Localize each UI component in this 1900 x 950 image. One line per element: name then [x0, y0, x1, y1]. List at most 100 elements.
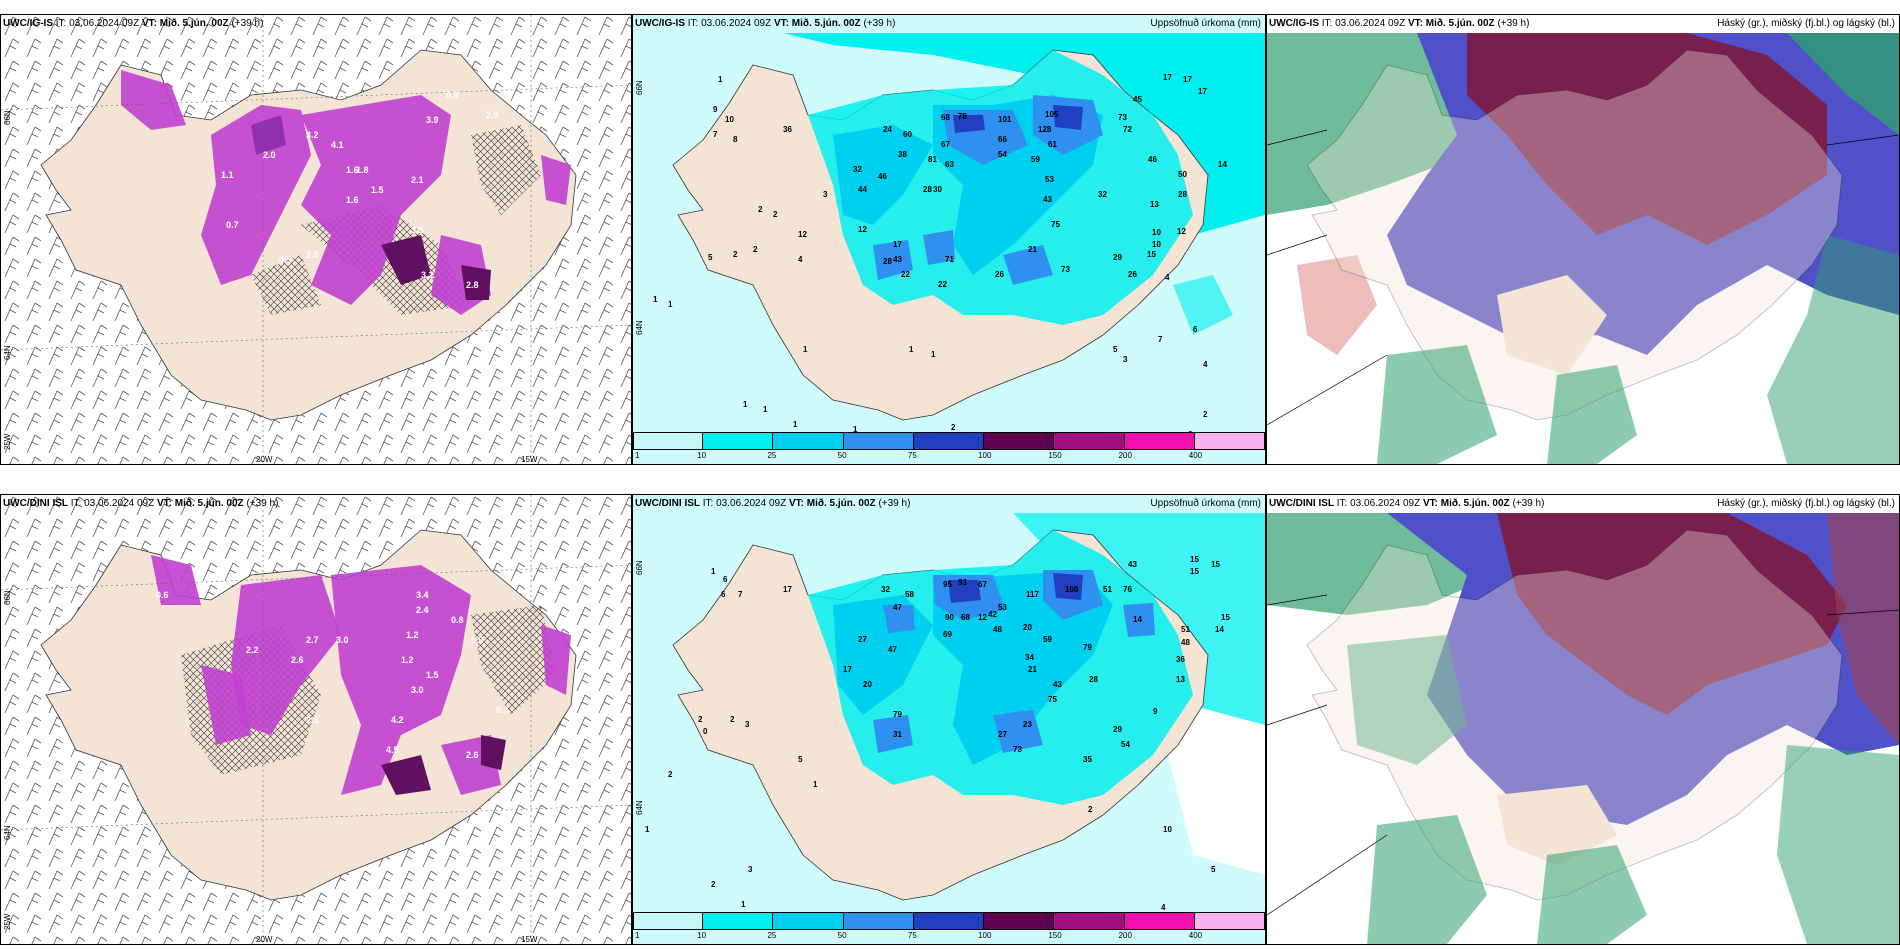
snow-value: 0.4	[496, 705, 509, 715]
precip-value: 1	[653, 295, 658, 304]
precip-value: 73	[1118, 113, 1127, 122]
issue-time: IT: 03.06.2024 09Z	[687, 18, 772, 29]
snow-value: 4.1	[331, 140, 344, 150]
valid-time: VT: Mið. 5.jún. 00Z	[156, 498, 244, 509]
snow-core	[461, 265, 491, 300]
precip-value: 6	[721, 590, 726, 599]
precip-value: 28	[1089, 675, 1098, 684]
precip-value: 45	[1133, 95, 1142, 104]
precip-value: 2	[753, 245, 758, 254]
precip-value: 15	[1211, 560, 1220, 569]
snow-value: 1.6	[346, 195, 359, 205]
precip-value: 10	[1163, 825, 1172, 834]
snow-value: 2.8	[466, 280, 479, 290]
snow-value: 1.8	[356, 165, 369, 175]
snow-value: 0.8	[451, 615, 464, 625]
snow-value: 4.5	[386, 745, 399, 755]
precip-value: 8	[733, 135, 738, 144]
panel-row1-clouds: UWC/IG-IS IT: 03.06.2024 09Z VT: Mið. 5.…	[1266, 14, 1900, 465]
colorbar-swatch	[1124, 912, 1195, 930]
precip-value: 60	[903, 130, 912, 139]
issue-time: IT: 03.06.2024 09Z	[1321, 18, 1406, 29]
precip-value: 58	[905, 590, 914, 599]
colorbar-tick-label: 75	[907, 451, 917, 460]
precip-value: 5	[1113, 345, 1118, 354]
precip-value: 1	[741, 900, 746, 909]
precip-value: 29	[1113, 725, 1122, 734]
precip-value: 61	[1048, 140, 1057, 149]
snow-value: 3.5	[411, 225, 424, 235]
lon-label: 20W	[256, 935, 273, 944]
lon-label: 15W	[521, 455, 538, 464]
precip-value: 1	[803, 345, 808, 354]
colorbar-swatch	[703, 432, 774, 450]
precip-value: 10	[725, 115, 734, 124]
precip-value: 48	[993, 625, 1002, 634]
precip-area-75	[1053, 573, 1083, 600]
precip-area-50	[1123, 603, 1155, 637]
precip-value: 32	[1098, 190, 1107, 199]
colorbar-swatch	[1054, 912, 1125, 930]
colorbar-tick-label: 150	[1048, 451, 1062, 460]
precip-value: 47	[893, 603, 902, 612]
snow-value: 2.0	[263, 150, 276, 160]
snow-value: 3.0	[411, 685, 424, 695]
precip-value: 12	[858, 225, 867, 234]
colorbar-frame	[633, 912, 1265, 930]
precip-value: 28	[1178, 190, 1187, 199]
lead-time: (+39 h)	[878, 498, 911, 509]
lead-time: (+39 h)	[246, 498, 279, 509]
precip-value: 43	[893, 255, 902, 264]
precip-value: 32	[881, 585, 890, 594]
snow-value: 0.9	[446, 90, 459, 100]
panel-row2-precip: UWC/DINI ISL IT: 03.06.2024 09Z VT: Mið.…	[632, 494, 1266, 945]
map-title: Háský (gr.), miðský (fj.bl.) og lágský (…	[1717, 18, 1895, 29]
colorbar-swatch	[984, 912, 1055, 930]
colorbar-swatch	[1054, 432, 1125, 450]
snow-area	[541, 155, 571, 205]
precip-value: 7	[1158, 335, 1163, 344]
precip-value: 48	[1181, 638, 1190, 647]
precip-value: 17	[1198, 87, 1207, 96]
issue-time: IT: 03.06.2024 09Z	[55, 18, 140, 29]
precip-value: 59	[1031, 155, 1040, 164]
precip-value: 17	[893, 240, 902, 249]
colorbar-tick-label: 200	[1118, 931, 1132, 940]
precip-value: 4	[1161, 903, 1166, 912]
precip-value: 23	[1023, 720, 1032, 729]
valid-time: VT: Mið. 5.jún. 00Z	[1422, 498, 1510, 509]
precip-value: 15	[1190, 567, 1199, 576]
precip-area-75	[953, 115, 985, 133]
lead-time: (+39 h)	[1512, 498, 1545, 509]
iceland-land	[1306, 529, 1843, 901]
precip-value: 79	[893, 710, 902, 719]
precip-value: 27	[998, 730, 1007, 739]
snow-value: 1.5	[426, 670, 439, 680]
colorbar-swatch	[984, 432, 1055, 450]
colorbar-tick-label: 150	[1048, 931, 1062, 940]
panel-row1-precip: UWC/IG-IS IT: 03.06.2024 09Z VT: Mið. 5.…	[632, 14, 1266, 465]
precip-value: 14	[1133, 615, 1142, 624]
precip-value: 26	[1128, 270, 1137, 279]
precip-value: 9	[713, 105, 718, 114]
snow-area	[541, 625, 571, 695]
snow-value: 2.9	[486, 110, 499, 120]
snow-area	[151, 555, 201, 605]
precip-area-50	[993, 710, 1043, 753]
precip-value: 17	[1183, 75, 1192, 84]
precip-area-75	[948, 580, 981, 603]
issue-time: IT: 03.06.2024 09Z	[702, 498, 787, 509]
snow-value: 3.9	[426, 115, 439, 125]
precip-value: 12	[798, 230, 807, 239]
precip-value: 43	[1043, 195, 1052, 204]
snow-area	[231, 575, 341, 735]
precip-value: 95	[943, 580, 952, 589]
precip-value: 31	[893, 730, 902, 739]
precip-value: 43	[1128, 560, 1137, 569]
panel-header: UWC/DINI ISL IT: 03.06.2024 09Z VT: Mið.…	[3, 495, 278, 513]
snow-value: 4.2	[391, 715, 404, 725]
precip-value: 51	[1103, 585, 1112, 594]
precip-value: 5	[798, 755, 803, 764]
precip-value: 34	[1025, 653, 1034, 662]
precip-value: 1	[813, 780, 818, 789]
